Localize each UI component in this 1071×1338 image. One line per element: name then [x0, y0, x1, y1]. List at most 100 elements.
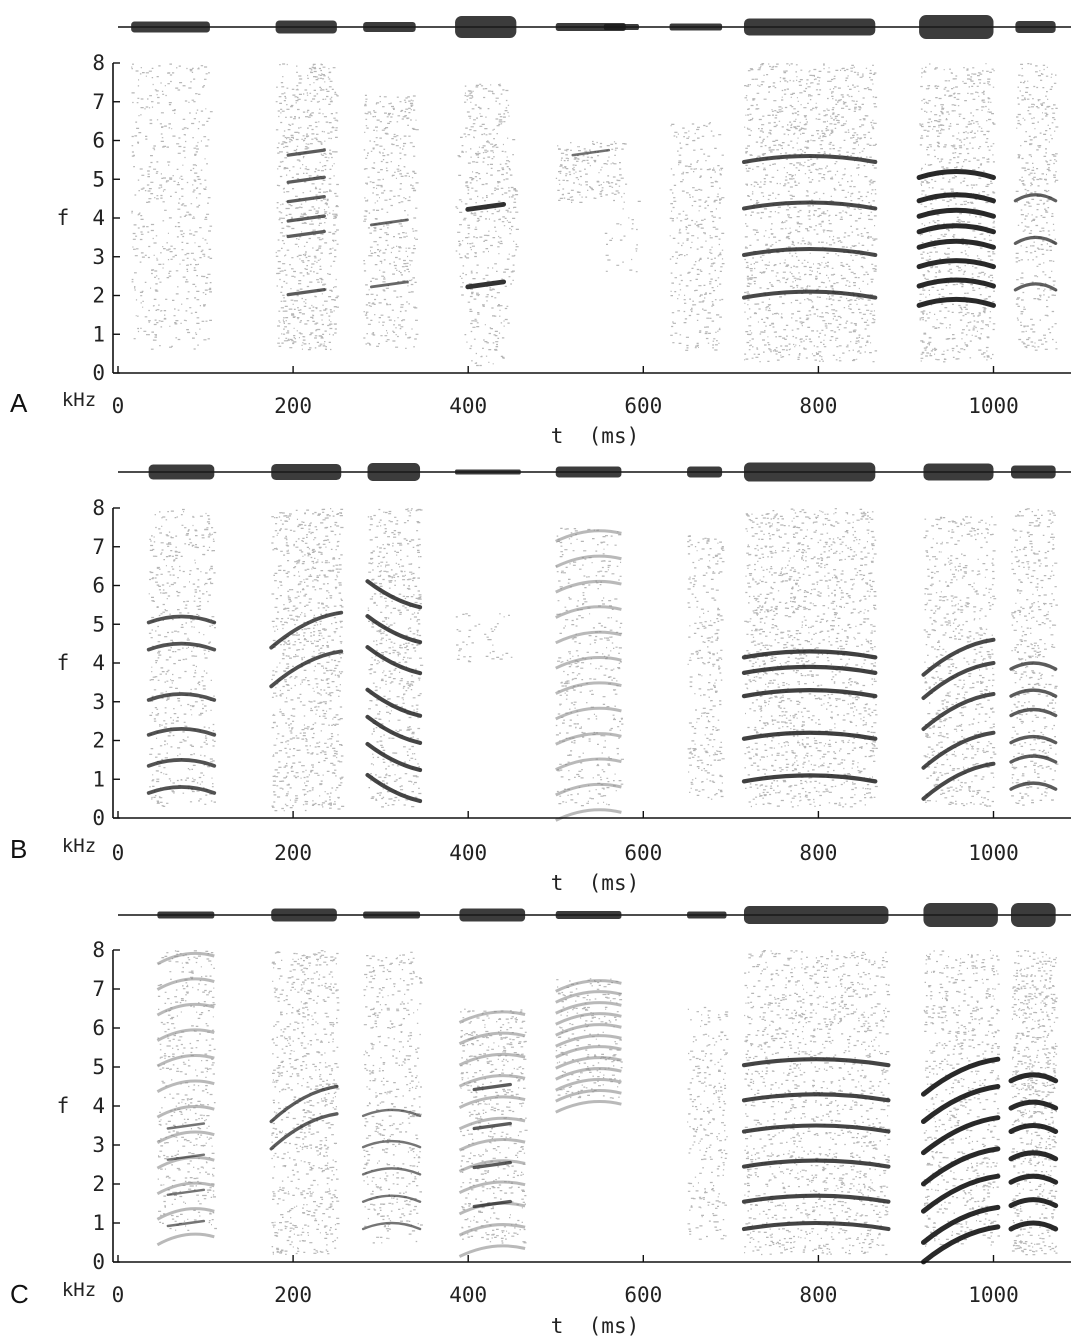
- y-tick-label: 4: [92, 651, 105, 675]
- y-tick-label: 4: [92, 1094, 105, 1118]
- formant-band: [920, 1146, 1001, 1187]
- waveform-envelope: [919, 15, 994, 39]
- formant-band: [465, 202, 507, 212]
- harmonic-stripe: [156, 1053, 215, 1068]
- syllable-5: [555, 466, 624, 822]
- x-tick-label: 1000: [968, 394, 1019, 418]
- y-tick-label: 5: [92, 1055, 105, 1079]
- x-tick-label: 200: [274, 841, 312, 865]
- formant-band: [920, 1084, 1001, 1124]
- y-unit-label: kHz: [62, 835, 96, 857]
- formant-band: [1013, 282, 1058, 292]
- syllable-9: [1008, 903, 1059, 1256]
- syllable-9: [1009, 465, 1059, 806]
- formant-band: [361, 1167, 422, 1176]
- formant-band: [741, 1092, 891, 1103]
- waveform-envelope: [275, 20, 337, 34]
- formant-band: [741, 664, 878, 675]
- waveform-envelope: [148, 464, 215, 480]
- x-tick-label: 0: [112, 394, 125, 418]
- formant-band: [920, 1115, 1001, 1156]
- harmonic-stripe: [555, 1089, 622, 1103]
- y-tick-label: 2: [92, 729, 105, 753]
- formant-band: [916, 192, 996, 204]
- y-tick-label: 5: [92, 612, 105, 636]
- formant-band: [146, 758, 217, 768]
- formant-band: [1013, 235, 1058, 245]
- waveform-envelope: [1011, 465, 1056, 479]
- formant-band: [269, 1084, 339, 1124]
- syllable-2: [269, 464, 345, 812]
- y-unit-label: kHz: [62, 1279, 96, 1301]
- formant-band: [921, 637, 996, 677]
- formant-band: [286, 194, 326, 204]
- formant-band: [361, 1221, 422, 1231]
- formant-band: [1009, 734, 1058, 745]
- waveform-envelope: [923, 463, 994, 481]
- formant-band: [1008, 1197, 1059, 1209]
- formant-band: [286, 287, 326, 297]
- x-tick-label: 400: [449, 841, 487, 865]
- syllable-8: [742, 18, 878, 363]
- formant-band: [166, 1153, 206, 1161]
- noise-texture: [604, 200, 641, 273]
- formant-band: [741, 649, 878, 660]
- formant-band: [920, 1204, 1001, 1245]
- formant-band: [1008, 1173, 1059, 1185]
- noise-texture: [687, 1006, 729, 1240]
- harmonic-stripe: [156, 951, 215, 966]
- noise-texture: [455, 613, 513, 663]
- syllable-6: [687, 911, 729, 1240]
- formant-band: [920, 1173, 1001, 1214]
- formant-band: [166, 1188, 206, 1197]
- waveform-envelope: [1011, 903, 1056, 927]
- syllable-8: [920, 903, 1001, 1265]
- harmonic-stripe: [555, 1023, 622, 1037]
- formant-band: [742, 154, 878, 164]
- syllable-10: [1013, 21, 1059, 351]
- waveform-envelope: [271, 464, 342, 480]
- y-tick-label: 6: [92, 129, 105, 153]
- formant-band: [1008, 1099, 1059, 1111]
- noise-texture: [669, 122, 725, 351]
- harmonic-stripe: [458, 1244, 526, 1258]
- y-tick-label: 5: [92, 167, 105, 191]
- x-axis-label: t (ms): [551, 1314, 640, 1338]
- y-tick-label: 1: [92, 1211, 105, 1235]
- y-tick-label: 0: [92, 1250, 105, 1274]
- formant-band: [472, 1160, 512, 1170]
- waveform-envelope: [455, 16, 517, 38]
- formant-band: [365, 714, 423, 745]
- y-axis-label: f: [57, 651, 70, 675]
- x-tick-label: 200: [274, 1283, 312, 1307]
- formant-band: [365, 614, 423, 645]
- waveform-envelope: [363, 911, 421, 919]
- formant-band: [286, 214, 326, 223]
- y-tick-label: 1: [92, 767, 105, 791]
- harmonic-stripe: [156, 977, 215, 991]
- noise-texture: [271, 508, 345, 812]
- y-tick-label: 3: [92, 690, 105, 714]
- x-tick-label: 600: [624, 394, 662, 418]
- formant-band: [472, 1199, 512, 1209]
- x-tick-label: 1000: [968, 841, 1019, 865]
- formant-band: [741, 1057, 891, 1068]
- formant-band: [742, 289, 878, 300]
- formant-band: [361, 1194, 422, 1203]
- syllable-2: [269, 908, 340, 1255]
- formant-band: [1013, 193, 1058, 203]
- panel-C: 0 1 2 3 4 5 6 7 8 0 200 400 600 800 1000 f kHz t (ms) C: [10, 903, 1071, 1338]
- formant-band: [269, 610, 344, 650]
- noise-texture: [923, 516, 997, 807]
- noise-texture: [555, 140, 628, 203]
- y-tick-label: 3: [92, 1133, 105, 1157]
- harmonic-stripe: [156, 1028, 215, 1042]
- formant-band: [916, 277, 996, 289]
- formant-band: [365, 645, 423, 676]
- y-tick-label: 2: [92, 1172, 105, 1196]
- formant-band: [916, 258, 996, 270]
- syllable-1: [146, 464, 217, 807]
- harmonic-stripe: [555, 1078, 622, 1092]
- harmonic-stripe: [555, 1067, 622, 1081]
- harmonic-stripe: [555, 732, 622, 746]
